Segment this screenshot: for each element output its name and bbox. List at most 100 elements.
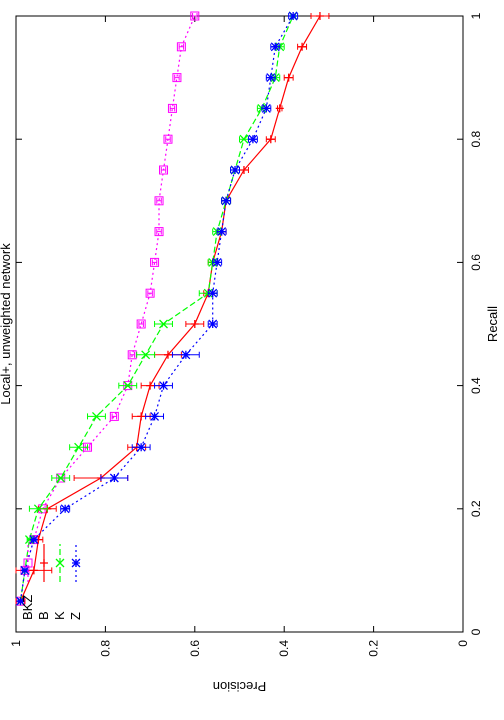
data-point-z — [109, 473, 119, 483]
y-tick-label: 0.8 — [98, 640, 112, 657]
data-point-bkz — [150, 257, 160, 267]
data-point-z — [208, 319, 218, 329]
legend-label-k: K — [52, 611, 67, 620]
data-point-z — [29, 535, 39, 545]
data-point-z — [16, 596, 25, 606]
error-bar-bkz — [156, 197, 162, 204]
legend-marker-k — [55, 558, 65, 568]
error-bar-bkz — [138, 321, 144, 327]
data-point-z — [288, 11, 298, 21]
data-point-b — [29, 566, 38, 575]
series-z — [16, 11, 299, 606]
data-point-z — [60, 504, 70, 514]
data-point-bkz — [167, 103, 177, 113]
axis-ticks: 0 0.2 0.4 0.6 0.8 1 0 0.2 0.4 0.6 0.8 1 — [9, 12, 483, 656]
data-point-k — [33, 504, 43, 514]
legend-label-bkz: BKZ — [20, 595, 35, 620]
data-point-k — [92, 411, 101, 421]
data-point-bkz — [109, 411, 119, 421]
x-tick-label: 1 — [469, 12, 483, 19]
data-point-bkz — [145, 288, 155, 298]
data-point-bkz — [176, 42, 186, 52]
error-bar-bkz — [129, 351, 135, 358]
data-point-z — [217, 227, 227, 237]
y-tick-label: 0.6 — [188, 640, 202, 657]
x-tick-label: 0 — [469, 628, 483, 635]
data-point-z — [248, 134, 258, 144]
data-point-z — [270, 42, 280, 52]
legend: BKZ B K Z — [20, 544, 83, 620]
data-point-b — [190, 320, 199, 328]
legend-marker-z — [71, 558, 81, 568]
series-line-b — [19, 15, 321, 602]
data-point-b — [298, 42, 307, 51]
error-bar-bkz — [174, 74, 180, 81]
error-bar-bkz — [160, 167, 167, 173]
data-point-bkz — [190, 11, 200, 21]
plot-frame — [15, 15, 464, 633]
data-point-k — [239, 134, 249, 144]
data-point-k — [123, 381, 133, 391]
legend-label-b: B — [36, 611, 51, 620]
y-tick-label: 0.4 — [277, 640, 291, 657]
rotated-plot: 0 0.2 0.4 0.6 0.8 1 0 0.2 0.4 0.6 0.8 1 Local+, unw… — [0, 11, 500, 694]
error-bar-bkz — [178, 43, 185, 50]
data-point-bkz — [154, 196, 164, 206]
data-point-z — [208, 288, 218, 298]
series-layer — [15, 11, 330, 606]
error-bar-bkz — [111, 413, 118, 420]
data-point-z — [261, 103, 271, 113]
data-point-bkz — [154, 227, 164, 237]
y-axis-label: Precision — [213, 679, 266, 694]
data-point-k — [159, 319, 168, 329]
data-point-b — [163, 350, 172, 359]
legend-label-z: Z — [68, 612, 83, 620]
data-point-k — [56, 473, 66, 483]
data-point-z — [212, 257, 222, 267]
error-bar-bkz — [147, 290, 153, 297]
x-tick-label: 0.8 — [469, 131, 483, 148]
data-point-b — [315, 12, 324, 20]
series-line-k — [19, 15, 294, 602]
data-point-z — [150, 411, 160, 421]
y-tick-label: 0 — [456, 640, 470, 647]
legend-marker-b — [40, 559, 48, 567]
data-point-bkz — [163, 134, 173, 144]
data-point-b — [239, 166, 248, 174]
data-point-z — [266, 73, 276, 83]
data-point-k — [74, 442, 84, 452]
error-bar-bkz — [156, 228, 162, 235]
legend-marker-bkz — [23, 558, 33, 568]
data-point-z — [181, 350, 191, 360]
data-point-z — [20, 565, 30, 575]
data-point-b — [284, 73, 293, 82]
data-point-bkz — [172, 73, 182, 83]
x-tick-label: 0.2 — [469, 500, 483, 517]
error-bar-bkz — [151, 259, 158, 266]
data-point-b — [266, 135, 275, 144]
error-bar-bkz — [192, 13, 198, 19]
x-tick-label: 0.4 — [469, 377, 483, 394]
data-point-b — [275, 104, 284, 113]
data-point-z — [159, 381, 168, 391]
data-point-z — [230, 165, 240, 175]
plot-area: 0 0.2 0.4 0.6 0.8 1 0 0.2 0.4 0.6 0.8 1 — [9, 11, 483, 657]
error-bar-bkz — [165, 136, 171, 143]
data-point-z — [221, 196, 231, 206]
data-point-bkz — [159, 165, 169, 175]
chart-title: Local+, unweighted network — [0, 243, 13, 405]
y-tick-label: 0.2 — [367, 640, 381, 657]
series-line-bkz — [19, 15, 196, 602]
data-point-z — [136, 442, 146, 452]
x-axis-label: Recall — [485, 306, 500, 342]
x-tick-label: 0.6 — [469, 254, 483, 271]
error-bar-bkz — [169, 105, 176, 112]
data-point-bkz — [136, 319, 146, 329]
y-tick-label: 1 — [9, 640, 23, 647]
series-line-z — [19, 15, 294, 602]
data-point-b — [137, 412, 146, 421]
data-point-k — [141, 350, 151, 360]
data-point-b — [146, 381, 155, 390]
